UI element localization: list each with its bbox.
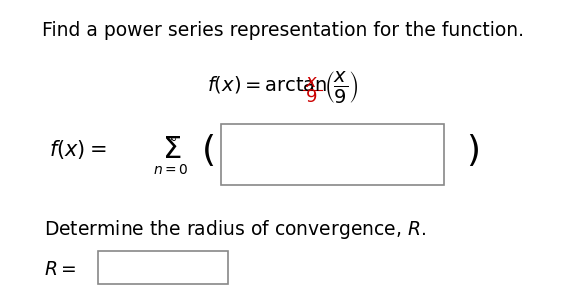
Text: $n = 0$: $n = 0$	[153, 163, 189, 177]
Text: $f(x) = \mathrm{arctan}\!\left(\dfrac{x}{9}\right)$: $f(x) = \mathrm{arctan}\!\left(\dfrac{x}…	[207, 69, 359, 105]
Text: $)$: $)$	[466, 132, 479, 168]
Text: $x$: $x$	[305, 73, 318, 91]
Text: $f(x) =$: $f(x) =$	[49, 138, 106, 161]
Text: $\Sigma$: $\Sigma$	[161, 135, 181, 164]
FancyBboxPatch shape	[98, 251, 229, 284]
Text: $($: $($	[201, 132, 214, 168]
Text: Determine the radius of convergence, $R$.: Determine the radius of convergence, $R$…	[44, 218, 426, 241]
Text: $\infty$: $\infty$	[165, 131, 177, 145]
Text: $R = $: $R = $	[44, 260, 76, 279]
Text: $9$: $9$	[306, 88, 318, 106]
FancyBboxPatch shape	[221, 124, 444, 185]
Text: Find a power series representation for the function.: Find a power series representation for t…	[42, 21, 524, 40]
